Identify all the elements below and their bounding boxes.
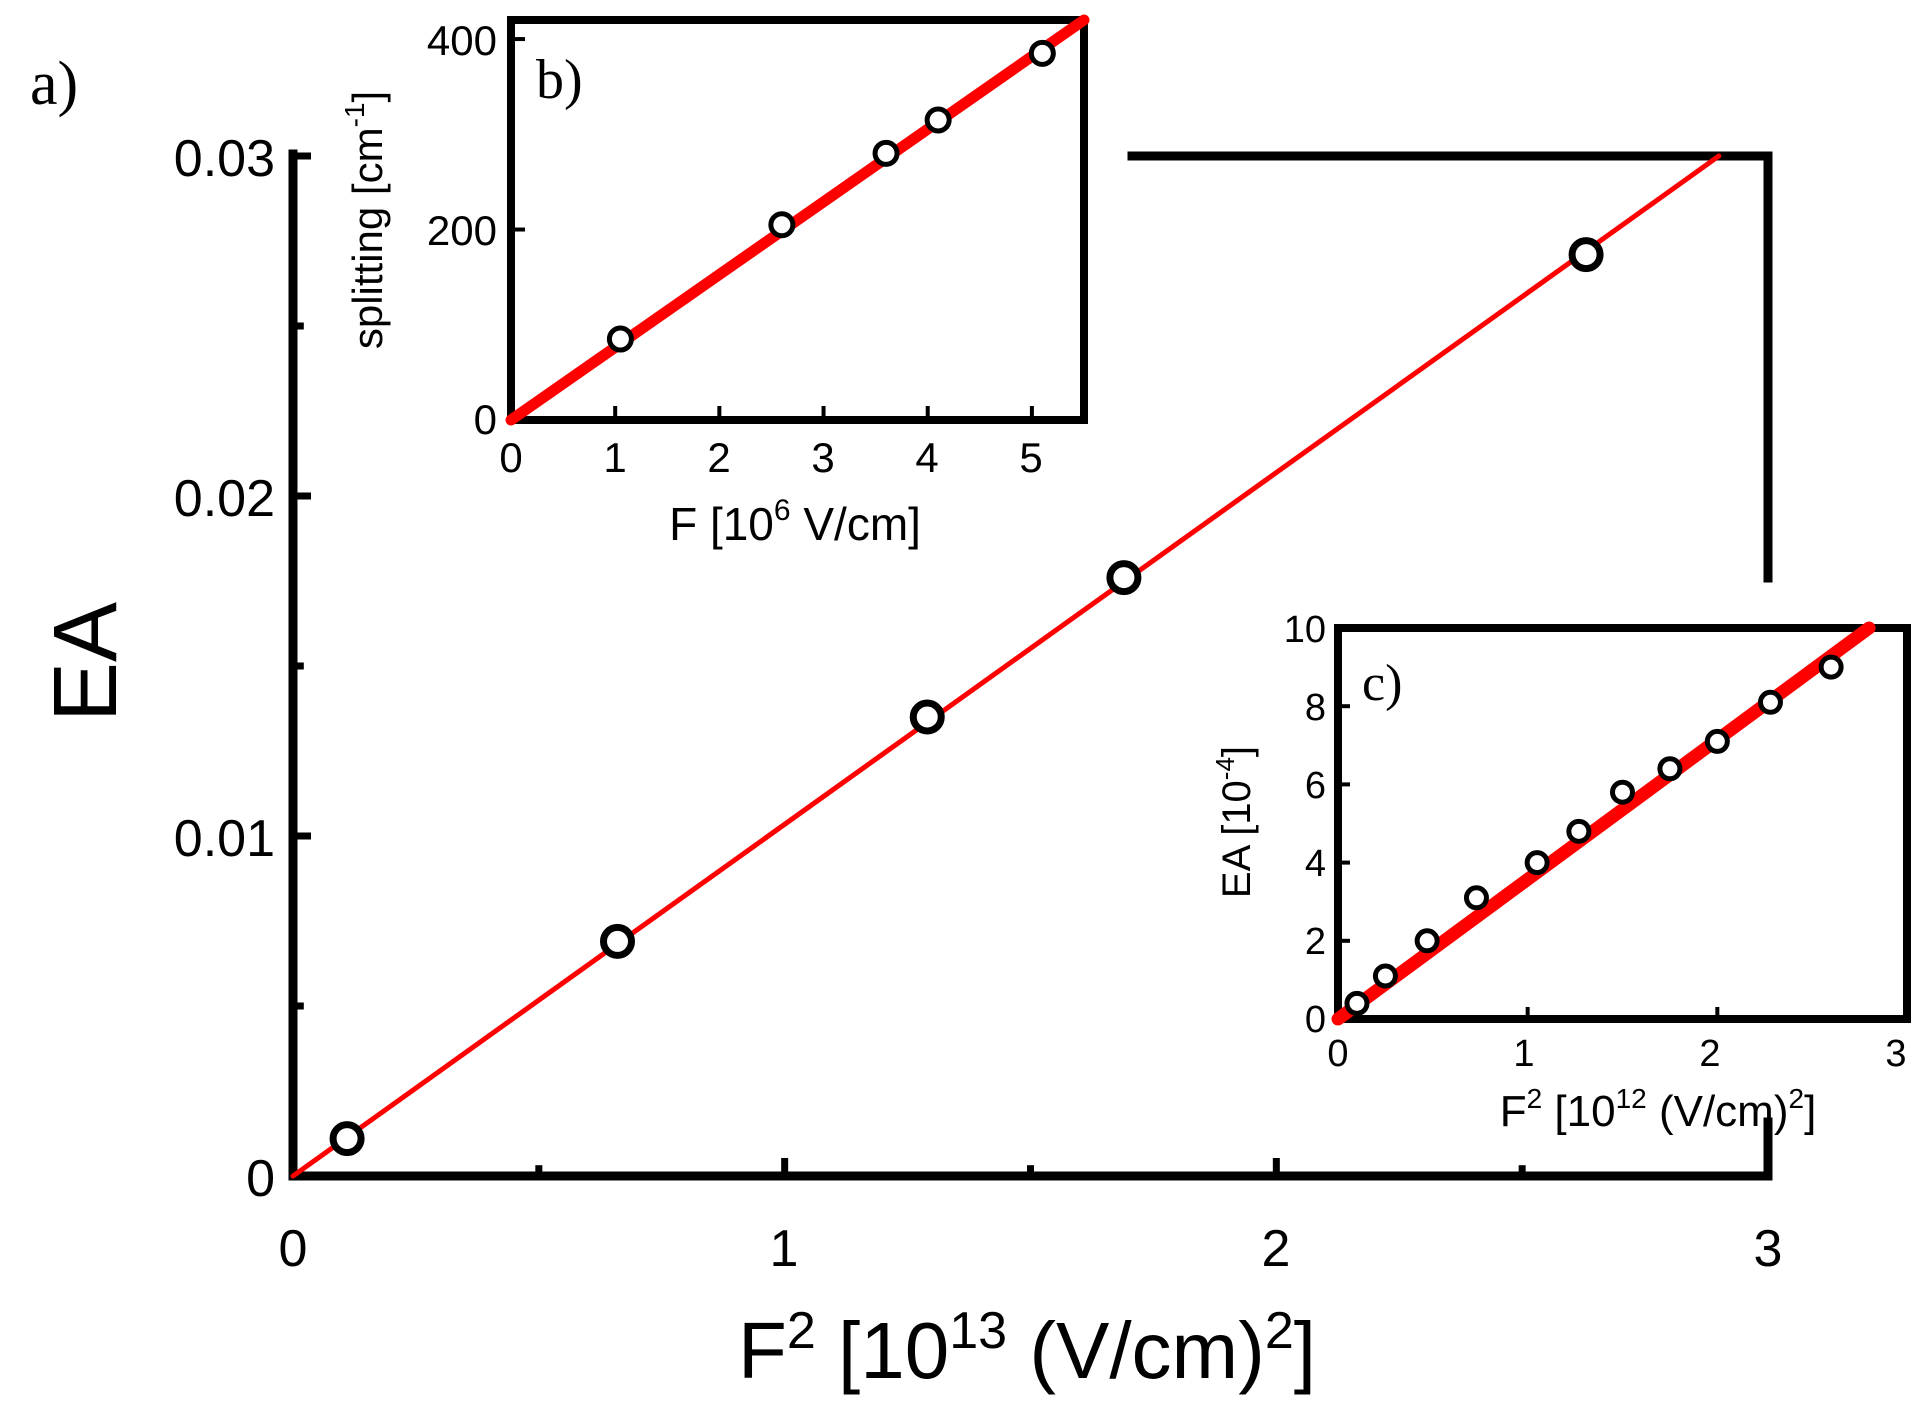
panel-b-x-tick-label: 4 (915, 434, 938, 481)
data-point (1028, 39, 1056, 67)
panel-c-x-tick-label: 0 (1327, 1033, 1348, 1075)
panel-c-y-axis-label: EA [10-4] (1210, 746, 1259, 898)
panel-c-x-tick-labels: 0 1 2 3 (1327, 1033, 1906, 1075)
panel-b-x-tick-label: 0 (499, 434, 522, 481)
data-point (1106, 560, 1142, 596)
panel-c-x-tick-label: 1 (1513, 1033, 1534, 1075)
panel-b: 0 1 2 3 4 5 0 200 400 F [106 V/cm] split… (339, 14, 1090, 550)
data-point (909, 699, 945, 735)
data-point (768, 211, 796, 239)
panel-a-y-tick-label: 0 (246, 1150, 275, 1208)
panel-a-x-tick-label: 1 (770, 1220, 799, 1278)
panel-a-x-tick-label: 2 (1262, 1220, 1291, 1278)
panel-b-x-tick-labels: 0 1 2 3 4 5 (499, 434, 1042, 481)
panel-c-fit-line (1331, 621, 1876, 1026)
data-point (329, 1121, 365, 1157)
panel-b-x-tick-label: 3 (811, 434, 834, 481)
panel-a-y-axis-label: EA (36, 602, 136, 722)
panel-b-x-tick-label: 2 (707, 434, 730, 481)
data-point (1566, 818, 1592, 844)
panel-b-x-tick-label: 5 (1019, 434, 1042, 481)
panel-a-y-tick-label: 0.01 (174, 810, 275, 868)
fit-line (505, 14, 1090, 426)
panel-b-x-axis-label: F [106 V/cm] (669, 494, 921, 550)
fit-line (290, 153, 1722, 1179)
panel-b-y-tick-label: 200 (427, 207, 497, 254)
panel-c-y-tick-label: 6 (1305, 765, 1326, 807)
panel-c-y-tick-label: 2 (1305, 921, 1326, 963)
data-point (1757, 689, 1783, 715)
panel-b-x-tick-label: 1 (603, 434, 626, 481)
data-point (1344, 990, 1370, 1016)
data-point (1657, 756, 1683, 782)
panel-a-y-tick-label: 0.03 (174, 130, 275, 188)
panel-a-fit-line (290, 153, 1722, 1179)
panel-c-y-tick-label: 0 (1305, 999, 1326, 1041)
panel-b-y-tick-labels: 0 200 400 (427, 17, 497, 443)
panel-b-y-tick-label: 0 (474, 396, 497, 443)
panel-c-label: c) (1362, 655, 1402, 712)
data-point (1610, 779, 1635, 805)
panel-c-y-tick-label: 10 (1284, 609, 1326, 651)
data-point (1704, 728, 1730, 754)
panel-c-y-tick-labels: 0 2 4 6 8 10 (1284, 609, 1326, 1041)
panel-c-data-points (1344, 654, 1844, 1016)
data-point (1818, 654, 1844, 680)
data-point (1414, 928, 1440, 954)
panel-b-y-tick-label: 400 (427, 17, 497, 64)
fit-line (1331, 621, 1876, 1026)
data-point (600, 923, 635, 959)
panel-a-data-points (329, 237, 1604, 1157)
data-point (1524, 850, 1550, 876)
panel-c-frame (1334, 624, 1911, 1023)
panel-c-y-tick-label: 4 (1305, 843, 1326, 885)
panel-b-label: b) (536, 49, 583, 111)
data-point (1463, 885, 1489, 911)
panel-a: 0 1 2 3 0 0.01 0.02 0.03 F2 [1013 (V/cm)… (30, 50, 1782, 1395)
panel-a-x-tick-labels: 0 1 2 3 (279, 1220, 1783, 1278)
panel-a-label: a) (30, 50, 78, 118)
panel-a-y-tick-label: 0.02 (174, 470, 275, 528)
data-point (1372, 963, 1398, 989)
panel-b-fit-line (505, 14, 1090, 426)
panel-a-x-tick-label: 3 (1754, 1220, 1783, 1278)
panel-c-y-tick-label: 8 (1305, 687, 1326, 729)
panel-b-y-axis-label: splitting [cm-1] (339, 91, 391, 349)
panel-a-x-tick-label: 0 (279, 1220, 308, 1278)
panel-b-data-points (606, 39, 1056, 353)
panel-a-y-tick-labels: 0 0.01 0.02 0.03 (174, 130, 275, 1208)
data-point (1568, 237, 1604, 273)
panel-c-x-tick-label: 3 (1885, 1033, 1906, 1075)
panel-c-x-axis-label: F2 [1012 (V/cm)2] (1500, 1083, 1817, 1136)
panel-b-frame (507, 16, 1088, 424)
data-point (872, 139, 900, 167)
data-point (924, 106, 952, 134)
panel-c-x-tick-label: 2 (1699, 1033, 1720, 1075)
panel-a-x-axis-label: F2 [1013 (V/cm)2] (738, 1302, 1316, 1395)
data-point (606, 325, 634, 353)
panel-c: 0 1 2 3 0 2 4 6 8 10 F2 [1012 (V/cm)2] E… (1210, 609, 1911, 1136)
